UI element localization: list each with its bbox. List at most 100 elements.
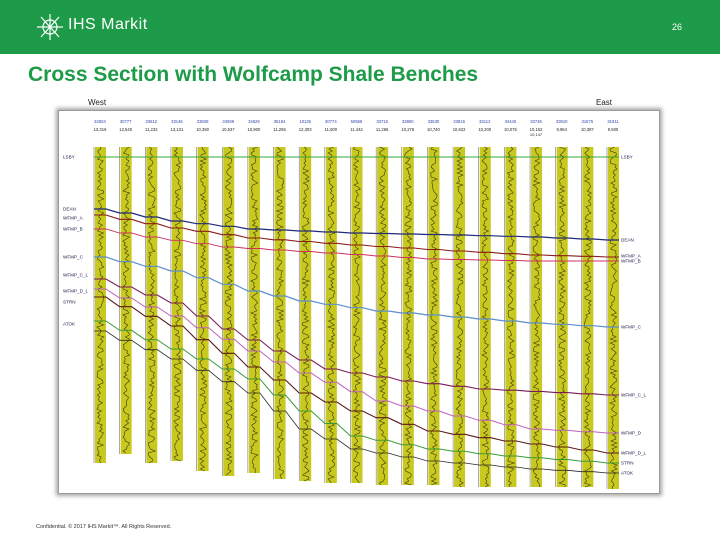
left-marker-label: WFMP_C	[63, 255, 84, 260]
well-id-label: 33828	[197, 119, 209, 124]
well-depth-label: 11,232	[145, 127, 158, 132]
well-log-curve	[198, 146, 208, 472]
well-depth-label: 10,075	[504, 127, 517, 132]
well-id-label: 33530	[428, 119, 440, 124]
well-log-track	[325, 147, 337, 483]
well-log-track	[171, 147, 183, 461]
cross-section-canvas: 32604 13,316 30777 12,540 33612 11,232 33146 13…	[63, 119, 646, 490]
right-marker-label: WFMP_B	[621, 259, 641, 264]
well-log-curve	[404, 146, 413, 486]
well-depth-label: 10,200	[478, 127, 491, 132]
well-depth-label: 10,740	[427, 127, 440, 132]
well-log-curve	[506, 146, 516, 488]
well-depth-label: 11,265	[273, 127, 286, 132]
well-depth-label: 10,387	[581, 127, 594, 132]
well-depth-label: 9,964	[556, 127, 567, 132]
well-id-label: 30777	[120, 119, 132, 124]
well-log-track	[608, 147, 619, 489]
well-log-curve	[378, 146, 387, 486]
well-log-track	[531, 147, 543, 487]
well-id-label: 33146	[171, 119, 183, 124]
horizon-wfmp-c	[94, 256, 619, 328]
well-depth-label: 10,900	[247, 127, 260, 132]
right-marker-label: WFMP_D	[621, 431, 642, 436]
well-depth-label: 11,266	[376, 127, 389, 132]
company-logo: IHS Markit	[36, 13, 176, 41]
well-id-label: 34440	[505, 119, 517, 124]
right-marker-label: WFMP_D_L	[621, 451, 646, 456]
cross-section-figure: 32604 13,316 30777 12,540 33612 11,232 33146 13…	[58, 110, 660, 494]
right-marker-label: DEAN	[621, 238, 634, 243]
well-log-curve	[583, 146, 592, 488]
well-log-track	[402, 147, 414, 485]
well-log-curve	[224, 146, 233, 476]
well-depth-label: 12,303	[299, 127, 312, 132]
horizon-wfmp-a	[94, 214, 619, 258]
horizon-strn	[94, 320, 619, 464]
horizon-atok	[94, 330, 619, 474]
well-id-label: 31911	[607, 119, 619, 124]
well-depth-label: 13,316	[94, 127, 107, 132]
well-log-curve	[122, 146, 131, 454]
well-log-curve	[326, 146, 336, 484]
well-log-track	[351, 147, 363, 483]
well-log-curve	[352, 146, 362, 484]
logo-text: IHS Markit	[68, 16, 148, 33]
right-marker-label: STRN	[621, 461, 634, 466]
west-label: West	[88, 98, 107, 107]
well-id-label: 32604	[94, 119, 106, 124]
slide-title: Cross Section with Wolfcamp Shale Benche…	[28, 63, 479, 86]
well-log-curve	[301, 146, 311, 482]
well-log-curve	[250, 146, 259, 474]
well-depth-label: 11,500	[325, 127, 338, 132]
well-id-label: 33112	[479, 119, 491, 124]
well-id-label: 30774	[325, 119, 337, 124]
left-marker-label: DEAN	[63, 207, 76, 212]
well-id-label: 31675	[582, 119, 594, 124]
well-depth-label: 10,622	[453, 127, 466, 132]
horizon-wfmp-c-l	[94, 278, 619, 396]
well-log-track	[146, 147, 158, 463]
right-marker-label: WFMP_A	[621, 254, 642, 259]
well-log-track	[248, 147, 260, 473]
horizon-wfmp-d	[94, 288, 619, 434]
well-id-label: 33612	[145, 119, 157, 124]
left-marker-label: LSBY	[63, 155, 75, 160]
well-depth-label: 10,276	[401, 127, 414, 132]
left-marker-label: STRN	[63, 300, 76, 305]
well-log-curve	[532, 146, 541, 488]
horizon-wfmp-b	[94, 228, 619, 262]
well-log-track	[197, 147, 209, 471]
well-depth-label: 10,152	[530, 127, 543, 132]
well-id-label: 33746	[530, 119, 542, 124]
well-log-curve	[481, 146, 490, 488]
well-log-track	[120, 147, 132, 454]
well-depth-label: 10,350	[196, 127, 209, 132]
well-log-track	[428, 147, 440, 485]
well-id-label: 33910	[556, 119, 568, 124]
well-id-label: 33850	[402, 119, 414, 124]
well-id-label: 34629	[248, 119, 260, 124]
well-id-label: 35194	[274, 119, 286, 124]
starburst-icon	[37, 14, 63, 40]
well-log-track	[377, 147, 389, 485]
right-marker-label: ATOK	[621, 471, 634, 476]
well-id-label: 50558	[351, 119, 363, 124]
well-id-label: 33916	[453, 119, 465, 124]
east-label: East	[596, 98, 613, 107]
horizon-wfmp-d-l	[94, 296, 619, 454]
well-log-curve	[173, 146, 182, 462]
page-number: 26	[671, 22, 682, 32]
left-marker-label: ATOK	[63, 322, 76, 327]
well-log-track	[95, 147, 106, 463]
well-log-curve	[609, 146, 618, 490]
well-id-label: 34939	[222, 119, 234, 124]
header-bar: IHS Markit 26	[0, 0, 720, 54]
well-depth-label: 12,540	[119, 127, 132, 132]
well-depth-label: 13,131	[171, 127, 184, 132]
left-marker-label: WFMP_C_L	[63, 273, 88, 278]
well-log-track	[274, 147, 286, 479]
horizon-dean	[94, 208, 619, 241]
well-depth-label: 11,442	[350, 127, 363, 132]
well-log-track	[505, 147, 517, 487]
